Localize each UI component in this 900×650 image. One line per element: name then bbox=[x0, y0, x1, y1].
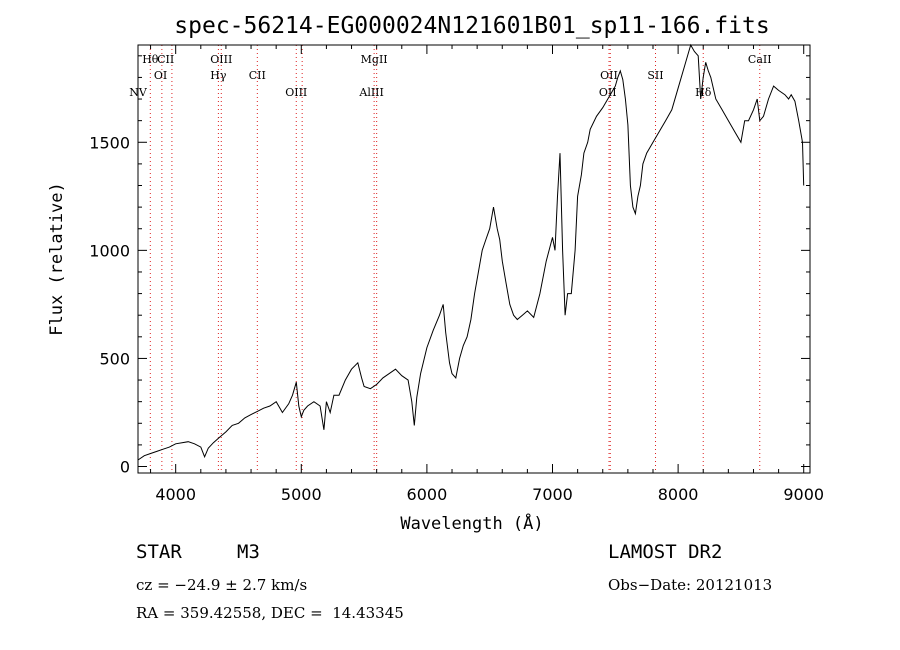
x-axis: 4000 5000 6000 7000 8000 9000 bbox=[150, 45, 824, 504]
chart-title: spec-56214-EG000024N121601B01_sp11-166.f… bbox=[174, 13, 769, 39]
line-annotation-label: Hγ bbox=[210, 69, 227, 82]
y-tick-label: 0 bbox=[120, 458, 130, 477]
survey-label: LAMOST DR2 bbox=[608, 541, 723, 563]
line-annotation-label: Hδ bbox=[695, 86, 712, 99]
obs-date: Obs−Date: 20121013 bbox=[608, 576, 773, 594]
x-tick-label: 4000 bbox=[155, 485, 196, 504]
star-label: STAR bbox=[136, 541, 182, 563]
line-annotation-label: OII bbox=[599, 86, 617, 99]
x-tick-label: 9000 bbox=[783, 485, 824, 504]
coordinates: RA = 359.42558, DEC = 14.43345 bbox=[136, 604, 404, 622]
x-tick-label: 8000 bbox=[658, 485, 699, 504]
line-annotation-label: CII bbox=[157, 53, 174, 66]
spectrum-line bbox=[137, 43, 805, 461]
y-tick-label: 1000 bbox=[89, 241, 130, 260]
line-annotation-label: NV bbox=[129, 86, 148, 99]
line-annotation-label: SII bbox=[647, 69, 663, 82]
line-annotation-label: OII bbox=[600, 69, 618, 82]
line-markers bbox=[149, 45, 761, 473]
redshift-value: cz = −24.9 ± 2.7 km/s bbox=[136, 576, 308, 594]
x-axis-label: Wavelength (Å) bbox=[400, 512, 543, 534]
line-annotations: NV Hθ OI CII OIII Hγ CII OIII MgII AlIII OII OII SII… bbox=[129, 53, 771, 99]
line-annotation-label: OIII bbox=[285, 86, 307, 99]
line-annotation-label: Hθ bbox=[142, 53, 159, 66]
line-annotation-label: OI bbox=[154, 69, 167, 82]
spectral-type: M3 bbox=[237, 541, 260, 563]
x-tick-label: 7000 bbox=[532, 485, 573, 504]
x-tick-label: 5000 bbox=[281, 485, 322, 504]
y-axis-label: Flux (relative) bbox=[47, 182, 67, 336]
y-tick-label: 500 bbox=[99, 349, 130, 368]
plot-frame bbox=[137, 44, 811, 474]
line-annotation-label: CII bbox=[249, 69, 266, 82]
line-annotation-label: CaII bbox=[748, 53, 772, 66]
line-annotation-label: AlIII bbox=[358, 86, 384, 99]
line-annotation-label: OIII bbox=[210, 53, 232, 66]
line-annotation-label: MgII bbox=[361, 53, 388, 66]
y-axis: 0 500 1000 1500 bbox=[89, 55, 810, 477]
y-tick-label: 1500 bbox=[89, 133, 130, 152]
x-tick-label: 6000 bbox=[407, 485, 448, 504]
